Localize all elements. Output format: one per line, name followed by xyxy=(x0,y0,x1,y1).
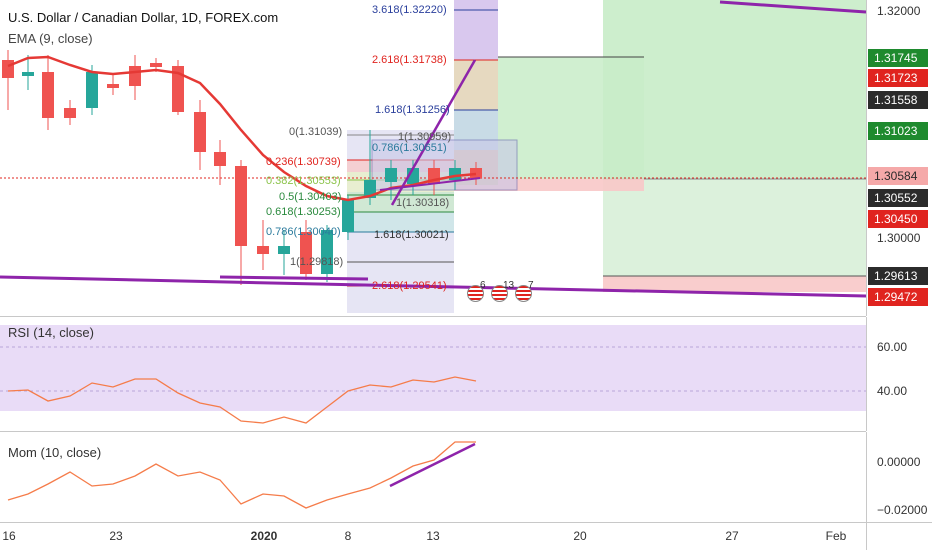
trendline-short xyxy=(219,275,369,281)
momentum-pane[interactable]: Mom (10, close) xyxy=(0,432,866,523)
price-tag: 1.30552 xyxy=(868,189,928,207)
fib-label: 1.618(1.30021) xyxy=(374,229,449,241)
axis-corner xyxy=(866,522,932,550)
event-marker[interactable]: 13 xyxy=(490,280,514,302)
price-tick: 1.30000 xyxy=(877,231,921,245)
price-tag: 1.31558 xyxy=(868,91,928,109)
time-label: 13 xyxy=(426,529,440,543)
long-position-target-zone-2 xyxy=(603,276,866,292)
symbol-title[interactable]: U.S. Dollar / Canadian Dollar, 1D, FOREX… xyxy=(8,10,279,25)
fib-label: 1(1.29818) xyxy=(290,256,344,268)
rsi-canvas xyxy=(0,325,866,424)
price-tag: 1.31023 xyxy=(868,122,928,140)
rsi-pane[interactable]: RSI (14, close) xyxy=(0,317,866,432)
time-label: Feb xyxy=(825,529,847,543)
fib-label: 3.618(1.32220) xyxy=(372,4,447,16)
price-tag: 1.29472 xyxy=(868,288,928,306)
price-tick: 1.32000 xyxy=(877,4,921,18)
ema-legend[interactable]: EMA (9, close) xyxy=(8,31,93,46)
chart-legend: U.S. Dollar / Canadian Dollar, 1D, FOREX… xyxy=(8,10,278,46)
momentum-tick: −0.02000 xyxy=(877,503,928,517)
momentum-trendline xyxy=(389,442,476,488)
fib-label: 2.618(1.31738) xyxy=(372,54,447,66)
momentum-tick: 0.00000 xyxy=(877,455,921,469)
rsi-axis[interactable]: 60.00 40.00 xyxy=(866,317,932,431)
momentum-axis[interactable]: 0.00000 −0.02000 xyxy=(866,432,932,522)
us-flag-icon xyxy=(515,285,532,302)
resistance-trendline xyxy=(719,0,866,14)
time-label: 23 xyxy=(109,529,123,543)
economic-events: 6 13 7 xyxy=(466,280,534,302)
event-marker[interactable]: 7 xyxy=(514,280,534,302)
time-label: 20 xyxy=(573,529,587,543)
event-count: 6 xyxy=(480,280,486,291)
momentum-legend[interactable]: Mom (10, close) xyxy=(8,445,102,460)
breakout-trendline xyxy=(390,59,477,206)
price-tag: 1.29613 xyxy=(868,267,928,285)
momentum-line xyxy=(7,441,476,509)
time-label: 27 xyxy=(725,529,739,543)
price-chart-canvas[interactable] xyxy=(0,0,866,316)
event-marker[interactable]: 6 xyxy=(466,280,486,302)
price-tag: 1.31723 xyxy=(868,69,928,87)
long-position-loss-zone xyxy=(603,179,866,279)
fib-label: 0(1.31039) xyxy=(289,126,343,138)
us-flag-icon xyxy=(467,285,484,302)
fib-label: 0.382(1.30553) xyxy=(266,175,341,187)
rsi-legend[interactable]: RSI (14, close) xyxy=(8,325,94,340)
price-tag: 1.30450 xyxy=(868,210,928,228)
event-count: 7 xyxy=(528,280,534,291)
time-label: 2020 xyxy=(250,529,278,543)
fib-label: 0.618(1.30253) xyxy=(266,206,341,218)
fib-label: 0.236(1.30739) xyxy=(266,156,341,168)
fib-label: 0.786(1.30040) xyxy=(266,226,341,238)
fib-label: 1(1.30318) xyxy=(396,197,450,209)
momentum-canvas xyxy=(7,441,476,509)
time-axis[interactable]: 16 23 2020 8 13 20 27 Feb xyxy=(0,522,866,551)
fib-label: 1.618(1.31256) xyxy=(375,104,450,116)
price-tag: 1.30584 xyxy=(868,167,928,185)
channel-trendline xyxy=(379,177,481,191)
event-count: 13 xyxy=(503,280,515,291)
time-label: 16 xyxy=(2,529,16,543)
time-label: 8 xyxy=(344,529,352,543)
price-tag: 1.31745 xyxy=(868,49,928,67)
fib-label: 1(1.30959) xyxy=(398,131,452,143)
rsi-tick: 40.00 xyxy=(877,384,908,398)
rsi-line xyxy=(7,376,477,424)
support-trendline xyxy=(0,275,866,298)
fib-label: 0.786(1.30651) xyxy=(372,142,447,154)
price-pane[interactable]: U.S. Dollar / Canadian Dollar, 1D, FOREX… xyxy=(0,0,866,317)
rsi-band xyxy=(0,325,866,411)
long-position-profit-zone xyxy=(603,0,866,179)
fib-label: 2.618(1.29541) xyxy=(372,280,447,292)
fib-label: 0.5(1.30403) xyxy=(279,191,342,203)
us-flag-icon xyxy=(491,285,508,302)
rsi-tick: 60.00 xyxy=(877,340,908,354)
